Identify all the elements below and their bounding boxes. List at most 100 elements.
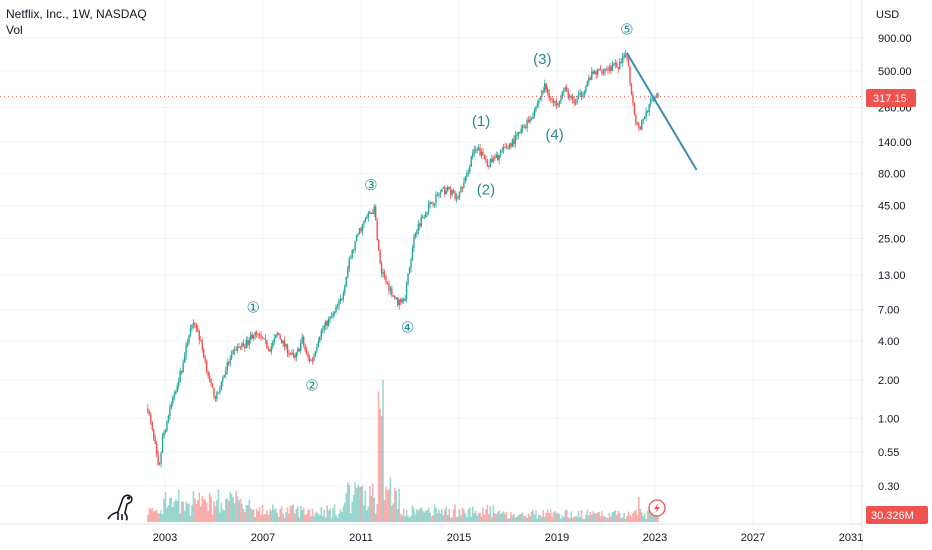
- volume-bar: [407, 515, 409, 522]
- volume-bar: [245, 505, 248, 522]
- candle-body: [183, 356, 186, 363]
- candle-body: [344, 285, 346, 293]
- candle-body: [342, 292, 345, 299]
- candle-body: [402, 298, 405, 301]
- volume-bar: [230, 493, 233, 522]
- chart-legend: Netflix, Inc., 1W, NASDAQ Vol: [6, 6, 147, 38]
- volume-bar: [449, 517, 452, 522]
- volume-bar: [549, 509, 552, 522]
- wave-label: ①: [246, 299, 259, 316]
- volume-bar: [357, 485, 359, 522]
- candle-body: [267, 347, 270, 350]
- volume-bar: [361, 485, 364, 522]
- candle-body: [339, 298, 342, 302]
- candle-body: [398, 299, 400, 306]
- price-tick-label: 7.00: [878, 305, 899, 317]
- time-tick-label: 2027: [741, 532, 765, 544]
- candle-body: [197, 328, 199, 332]
- candle-body: [179, 370, 181, 382]
- volume-bar: [413, 508, 415, 522]
- candle-body: [445, 190, 447, 195]
- volume-bar: [321, 516, 324, 522]
- volume-bar: [161, 514, 164, 522]
- volume-bar: [582, 518, 584, 522]
- volume-bar: [485, 509, 487, 522]
- volume-label[interactable]: Vol: [6, 23, 23, 37]
- candle-body: [355, 234, 358, 242]
- candle-body: [502, 146, 505, 151]
- candle-body: [316, 346, 318, 352]
- volume-bar: [391, 505, 393, 522]
- time-axis-ticks[interactable]: 2003 2007 2011 2015 2019 2023 2027 2031: [153, 532, 863, 544]
- volume-bar: [524, 515, 527, 522]
- volume-bar: [552, 512, 555, 522]
- candle-body: [216, 392, 218, 399]
- volume-bar: [251, 509, 254, 522]
- volume-bar: [204, 499, 206, 522]
- volume-bar: [241, 503, 243, 522]
- candle-body: [250, 334, 252, 341]
- price-tick-label: 2.00: [878, 375, 899, 387]
- volume-bar: [157, 513, 159, 522]
- candle-body: [261, 337, 264, 339]
- volume-bar: [535, 510, 537, 522]
- volume-bar: [299, 506, 302, 522]
- candle-body: [623, 54, 625, 58]
- volume-bar: [645, 518, 647, 522]
- volume-bar: [467, 509, 470, 522]
- candle-body: [524, 126, 527, 128]
- volume-bar: [342, 506, 345, 522]
- volume-bar: [164, 492, 167, 522]
- volume-bar: [633, 510, 636, 522]
- candle-body: [200, 340, 202, 342]
- projection-line[interactable]: [625, 52, 698, 171]
- volume-bar: [518, 514, 521, 522]
- candle-body: [420, 217, 422, 227]
- candle-body: [242, 343, 245, 347]
- volume-bar: [324, 517, 327, 522]
- volume-bar: [260, 515, 262, 522]
- volume-bar: [563, 517, 565, 522]
- volume-bar: [338, 513, 340, 522]
- volume-bar: [523, 516, 525, 522]
- candle-body: [526, 119, 528, 128]
- volume-bar: [471, 506, 474, 522]
- volume-bar: [227, 500, 230, 522]
- volume-bar: [570, 511, 573, 522]
- time-tick-label: 2031: [839, 532, 863, 544]
- candle-body: [292, 352, 295, 355]
- symbol-title[interactable]: Netflix, Inc., 1W, NASDAQ: [6, 7, 147, 21]
- candle-body: [411, 247, 414, 261]
- volume-bar: [188, 503, 190, 522]
- volume-bar: [615, 515, 618, 522]
- volume-bar: [405, 509, 408, 522]
- candle-body: [298, 348, 300, 351]
- candle-body: [491, 158, 493, 162]
- volume-bar: [460, 515, 462, 522]
- candle-body: [180, 370, 183, 373]
- candle-body: [300, 342, 302, 351]
- volume-bar: [613, 511, 615, 522]
- volume-bar: [198, 492, 201, 522]
- volume-bar: [417, 510, 420, 522]
- volume-bar: [529, 516, 531, 522]
- volume-bar: [201, 496, 204, 522]
- volume-bar: [186, 503, 189, 522]
- volume-bar: [326, 505, 328, 522]
- volume-bar: [173, 501, 176, 522]
- candle-body: [210, 378, 212, 384]
- dinosaur-icon[interactable]: [107, 494, 133, 521]
- volume-bar: [445, 506, 448, 522]
- volume-bar: [636, 514, 639, 522]
- lightning-icon[interactable]: [648, 499, 666, 517]
- volume-bar: [557, 513, 559, 522]
- price-axis-ticks: 900.00500.00260.00140.0080.0045.0025.001…: [878, 33, 912, 493]
- volume-bar: [244, 511, 246, 522]
- candle-body: [370, 212, 372, 214]
- candle-body: [546, 89, 549, 93]
- volume-bar: [183, 511, 186, 522]
- volume-bar: [280, 506, 283, 522]
- volume-bar: [316, 511, 318, 522]
- volume-bar: [388, 489, 390, 522]
